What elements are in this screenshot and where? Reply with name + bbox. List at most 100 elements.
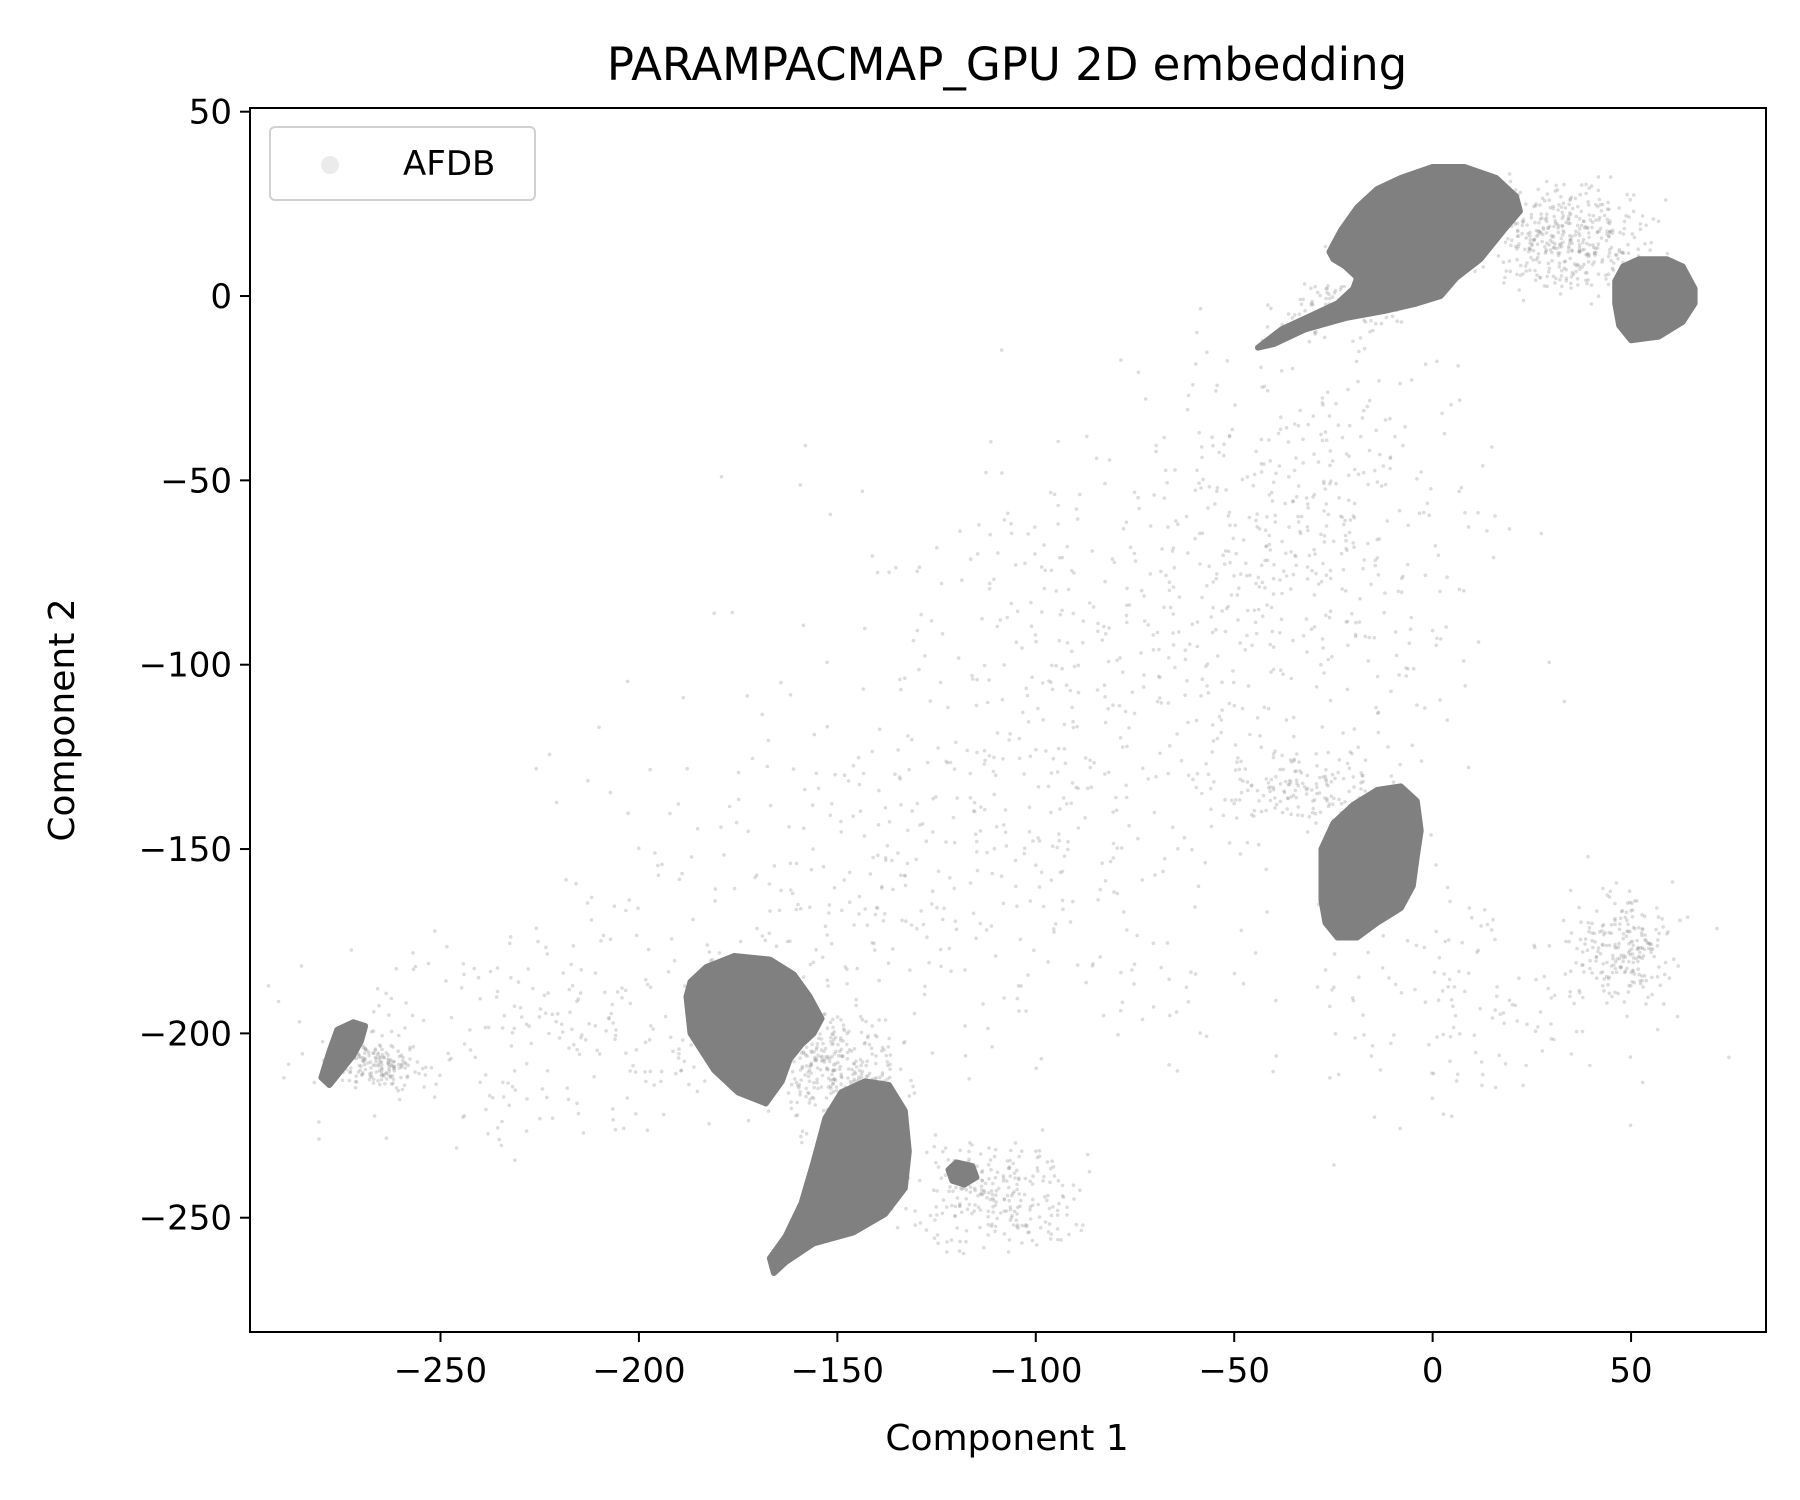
scatter-point xyxy=(817,1036,821,1041)
scatter-point xyxy=(1614,253,1618,257)
scatter-point xyxy=(1115,658,1119,663)
point-cluster xyxy=(945,1159,980,1188)
scatter-point xyxy=(1367,398,1372,403)
scatter-point xyxy=(607,1015,611,1020)
scatter-point xyxy=(1584,253,1588,257)
scatter-point xyxy=(1199,694,1203,698)
scatter-point xyxy=(836,1060,840,1065)
scatter-point xyxy=(1118,656,1122,660)
scatter-point xyxy=(1284,551,1288,556)
scatter-point xyxy=(1625,1014,1629,1019)
scatter-point xyxy=(1566,246,1571,251)
scatter-point xyxy=(1524,202,1528,206)
scatter-point xyxy=(795,1100,799,1105)
scatter-point xyxy=(340,1078,345,1083)
scatter-point xyxy=(1076,786,1080,791)
scatter-point xyxy=(1449,402,1453,407)
scatter-point xyxy=(1404,666,1408,670)
scatter-point xyxy=(1200,677,1205,681)
scatter-point xyxy=(1581,219,1586,223)
scatter-point xyxy=(1553,221,1558,225)
scatter-point xyxy=(993,1229,997,1234)
scatter-point xyxy=(909,1078,913,1083)
scatter-point xyxy=(1547,243,1551,247)
scatter-point xyxy=(809,1063,814,1067)
scatter-point xyxy=(1314,685,1319,689)
scatter-point xyxy=(893,772,897,776)
scatter-point xyxy=(1529,212,1534,217)
scatter-point xyxy=(915,926,919,931)
scatter-point xyxy=(968,881,973,885)
scatter-point xyxy=(818,1032,822,1036)
scatter-point xyxy=(814,1047,819,1051)
scatter-point xyxy=(1631,968,1635,973)
scatter-point xyxy=(1503,240,1508,245)
scatter-point xyxy=(545,1069,550,1073)
scatter-point xyxy=(1185,407,1190,412)
scatter-point xyxy=(1045,1198,1049,1203)
scatter-point xyxy=(603,990,607,995)
scatter-point xyxy=(806,1070,810,1074)
scatter-point xyxy=(1313,552,1317,556)
scatter-point xyxy=(1127,823,1131,828)
scatter-point xyxy=(1577,231,1581,235)
scatter-point xyxy=(883,1018,888,1022)
scatter-point xyxy=(1064,683,1069,687)
scatter-point xyxy=(1496,254,1501,258)
scatter-point xyxy=(495,989,500,994)
scatter-point xyxy=(942,906,946,911)
scatter-point xyxy=(1637,925,1641,930)
scatter-point xyxy=(1342,522,1346,527)
scatter-point xyxy=(1057,638,1062,643)
scatter-point xyxy=(1525,223,1529,227)
scatter-point xyxy=(1256,842,1261,847)
scatter-point xyxy=(1621,251,1626,255)
scatter-point xyxy=(1538,1010,1543,1014)
scatter-point xyxy=(1490,1016,1495,1020)
scatter-point xyxy=(918,823,922,827)
scatter-point xyxy=(1493,1008,1497,1012)
scatter-point xyxy=(387,1067,391,1071)
scatter-point xyxy=(1066,847,1070,852)
scatter-point xyxy=(767,931,772,936)
scatter-point xyxy=(384,991,388,996)
scatter-point xyxy=(839,819,843,824)
scatter-point xyxy=(1647,941,1652,946)
scatter-point xyxy=(1260,385,1264,389)
scatter-point xyxy=(852,1061,856,1066)
scatter-point xyxy=(1623,970,1627,975)
scatter-point xyxy=(1342,284,1347,289)
scatter-point xyxy=(1524,236,1528,240)
scatter-point xyxy=(462,1114,467,1118)
scatter-point xyxy=(943,1173,948,1177)
scatter-point xyxy=(803,787,807,792)
scatter-point xyxy=(1260,614,1265,618)
scatter-point xyxy=(568,1010,572,1014)
scatter-point xyxy=(993,1224,998,1229)
scatter-point xyxy=(1148,572,1153,576)
scatter-point xyxy=(794,1113,798,1118)
scatter-point xyxy=(411,967,416,972)
scatter-point xyxy=(1031,839,1035,843)
scatter-point xyxy=(1678,918,1682,922)
scatter-point xyxy=(1311,806,1316,811)
scatter-point xyxy=(1070,705,1074,710)
scatter-point xyxy=(779,680,783,685)
scatter-point xyxy=(1556,226,1560,230)
scatter-point xyxy=(1622,1000,1627,1004)
scatter-point xyxy=(1574,263,1579,268)
scatter-point xyxy=(848,1079,853,1084)
scatter-point xyxy=(1625,966,1629,971)
scatter-point xyxy=(1119,970,1123,975)
scatter-point xyxy=(806,1091,810,1095)
scatter-point xyxy=(677,1047,681,1051)
scatter-point xyxy=(998,618,1003,622)
scatter-point xyxy=(1186,1000,1191,1004)
scatter-point xyxy=(964,1229,969,1233)
scatter-point xyxy=(317,1120,321,1124)
scatter-point xyxy=(1289,550,1293,554)
scatter-point xyxy=(1278,631,1282,635)
scatter-point xyxy=(982,1188,986,1193)
scatter-point xyxy=(987,678,991,682)
scatter-point xyxy=(1224,488,1228,492)
